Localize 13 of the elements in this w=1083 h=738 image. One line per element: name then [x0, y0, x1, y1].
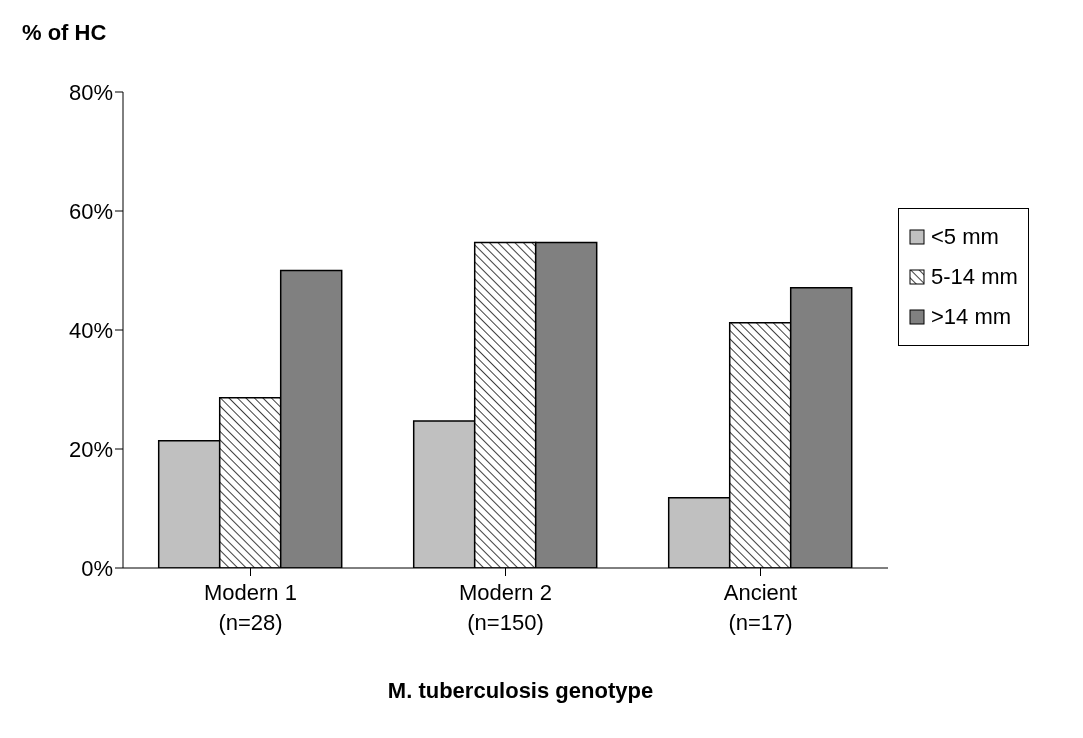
y-tick-label: 60%: [68, 198, 113, 224]
y-tick-label: 0%: [81, 555, 113, 581]
legend-label: >14 mm: [931, 303, 1012, 331]
legend-label: 5-14 mm: [931, 263, 1018, 291]
y-tick-label: 40%: [68, 317, 113, 343]
x-tick-label: Modern 2 (n=150): [459, 580, 552, 635]
y-axis-title: % of HC: [22, 20, 107, 46]
x-axis-title: M. tuberculosis genotype: [386, 678, 655, 704]
x-tick-label: Ancient (n=17): [723, 580, 798, 635]
y-tick-label: 20%: [68, 436, 113, 462]
legend-label: <5 mm: [931, 223, 999, 251]
x-tick-label: Modern 1 (n=28): [204, 580, 297, 635]
y-tick-label: 80%: [68, 79, 113, 105]
